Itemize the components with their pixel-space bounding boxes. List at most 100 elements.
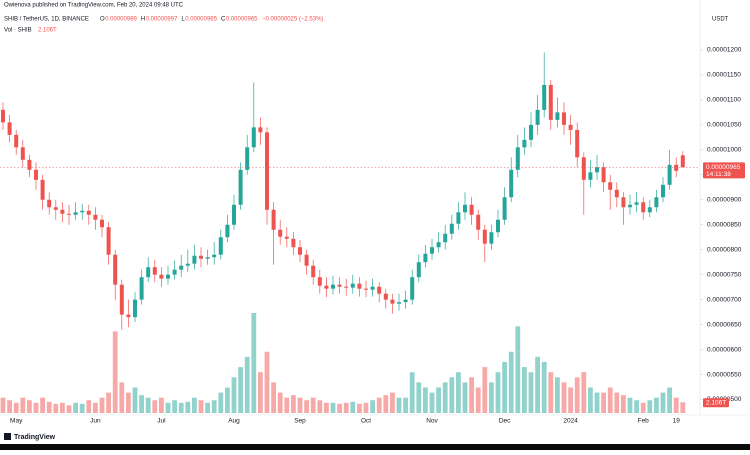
candle-body bbox=[245, 147, 250, 170]
volume-bar bbox=[442, 382, 448, 413]
volume-bar bbox=[119, 382, 125, 413]
y-tick-label: 0.00001150 bbox=[707, 72, 741, 79]
candle-body bbox=[542, 84, 547, 110]
candle-body bbox=[199, 255, 203, 259]
volume-bar bbox=[165, 402, 171, 413]
volume-bar bbox=[634, 400, 639, 413]
volume-bar bbox=[640, 402, 646, 413]
volume-bar bbox=[621, 395, 626, 413]
volume-bar bbox=[112, 331, 118, 413]
volume-bar bbox=[337, 403, 342, 413]
candle-body bbox=[86, 210, 91, 215]
x-tick-label: Nov bbox=[426, 418, 438, 425]
candle-body bbox=[265, 132, 269, 210]
volume-bar bbox=[99, 397, 105, 413]
volume-bar bbox=[53, 403, 59, 413]
candle-body bbox=[238, 169, 243, 205]
candle-body bbox=[456, 212, 461, 224]
symbol[interactable]: SHIB / TetherUS, 1D, BINANCE bbox=[4, 17, 89, 23]
candle-body bbox=[423, 253, 428, 263]
candle-body bbox=[331, 284, 335, 289]
x-tick-label: May bbox=[10, 418, 23, 425]
volume-bar bbox=[86, 400, 92, 413]
candle-body bbox=[80, 210, 85, 213]
candle-body bbox=[628, 204, 632, 208]
volume-bar bbox=[403, 397, 408, 413]
volume-title: Vol · SHIB bbox=[4, 28, 32, 34]
ohlc-key: C bbox=[221, 17, 226, 23]
volume-bar bbox=[198, 400, 204, 413]
candle-body bbox=[476, 214, 481, 230]
candle-body bbox=[159, 274, 164, 279]
x-tick-label: 2024 bbox=[563, 418, 578, 425]
candle-body bbox=[40, 179, 45, 200]
candle-body bbox=[251, 127, 256, 148]
volume-bar bbox=[416, 382, 422, 413]
volume-bar bbox=[350, 401, 356, 413]
currency[interactable]: USDT bbox=[712, 17, 729, 23]
candle-body bbox=[166, 274, 170, 279]
candle-body bbox=[47, 199, 52, 208]
candle-body bbox=[661, 184, 665, 198]
volume-bar bbox=[568, 387, 573, 413]
volume-bar bbox=[423, 387, 428, 413]
candle-body bbox=[324, 285, 329, 289]
logo-icon bbox=[4, 433, 11, 440]
volume-bar bbox=[258, 372, 263, 413]
candle-body bbox=[463, 204, 467, 213]
candle-body bbox=[291, 238, 296, 248]
volume-bar bbox=[310, 397, 316, 413]
countdown: 14:11:38 bbox=[706, 171, 731, 178]
volume-bar bbox=[515, 326, 521, 413]
candle-body bbox=[34, 169, 38, 180]
volume-bar bbox=[654, 397, 659, 413]
y-tick-label: 0.00000550 bbox=[707, 371, 742, 378]
candle-body bbox=[126, 314, 131, 318]
y-tick-label: 0.00001050 bbox=[707, 122, 742, 129]
candle-body bbox=[311, 265, 316, 278]
volume-bar bbox=[159, 397, 164, 413]
volume-bar bbox=[396, 397, 402, 413]
candle-body bbox=[634, 202, 639, 205]
candle-body bbox=[7, 122, 12, 135]
candle-body bbox=[529, 124, 533, 140]
volume-bar bbox=[225, 387, 230, 413]
volume-bar bbox=[469, 377, 474, 413]
candle-body bbox=[93, 214, 98, 220]
x-tick-label: Dec bbox=[499, 418, 511, 425]
y-tick-label: 0.00001200 bbox=[707, 47, 742, 54]
candle-body bbox=[430, 247, 434, 254]
volume-bar bbox=[555, 377, 560, 413]
candle-body bbox=[370, 286, 375, 290]
volume-bar bbox=[152, 400, 158, 413]
x-tick-label: Oct bbox=[361, 418, 371, 425]
candle-body bbox=[614, 189, 619, 198]
candle-body bbox=[667, 164, 672, 185]
volume-bar bbox=[330, 402, 336, 413]
volume-bar bbox=[522, 367, 527, 413]
logo[interactable]: TradingView bbox=[14, 434, 56, 441]
candle-body bbox=[350, 283, 355, 288]
candle-body bbox=[397, 302, 401, 304]
volume-bar bbox=[132, 387, 138, 413]
candle-body bbox=[172, 269, 177, 275]
candle-body bbox=[416, 262, 421, 278]
y-tick-label: 0.00001100 bbox=[707, 97, 741, 104]
volume-bar bbox=[20, 397, 26, 413]
candle-body bbox=[27, 159, 32, 170]
candle-body bbox=[185, 263, 190, 266]
volume-bar bbox=[291, 395, 296, 413]
volume-bar bbox=[588, 387, 593, 413]
x-tick-label: Aug bbox=[228, 418, 240, 425]
volume-bar bbox=[277, 392, 283, 413]
y-tick-label: 0.00000750 bbox=[707, 271, 742, 278]
volume-bar bbox=[66, 405, 72, 413]
volume-bar bbox=[535, 356, 540, 413]
candle-body bbox=[641, 202, 646, 213]
volume-bar bbox=[541, 361, 547, 413]
candle-body bbox=[581, 157, 586, 180]
volume-bar bbox=[46, 401, 52, 413]
x-tick-label: 19 bbox=[673, 418, 681, 425]
candle-body bbox=[278, 229, 283, 237]
